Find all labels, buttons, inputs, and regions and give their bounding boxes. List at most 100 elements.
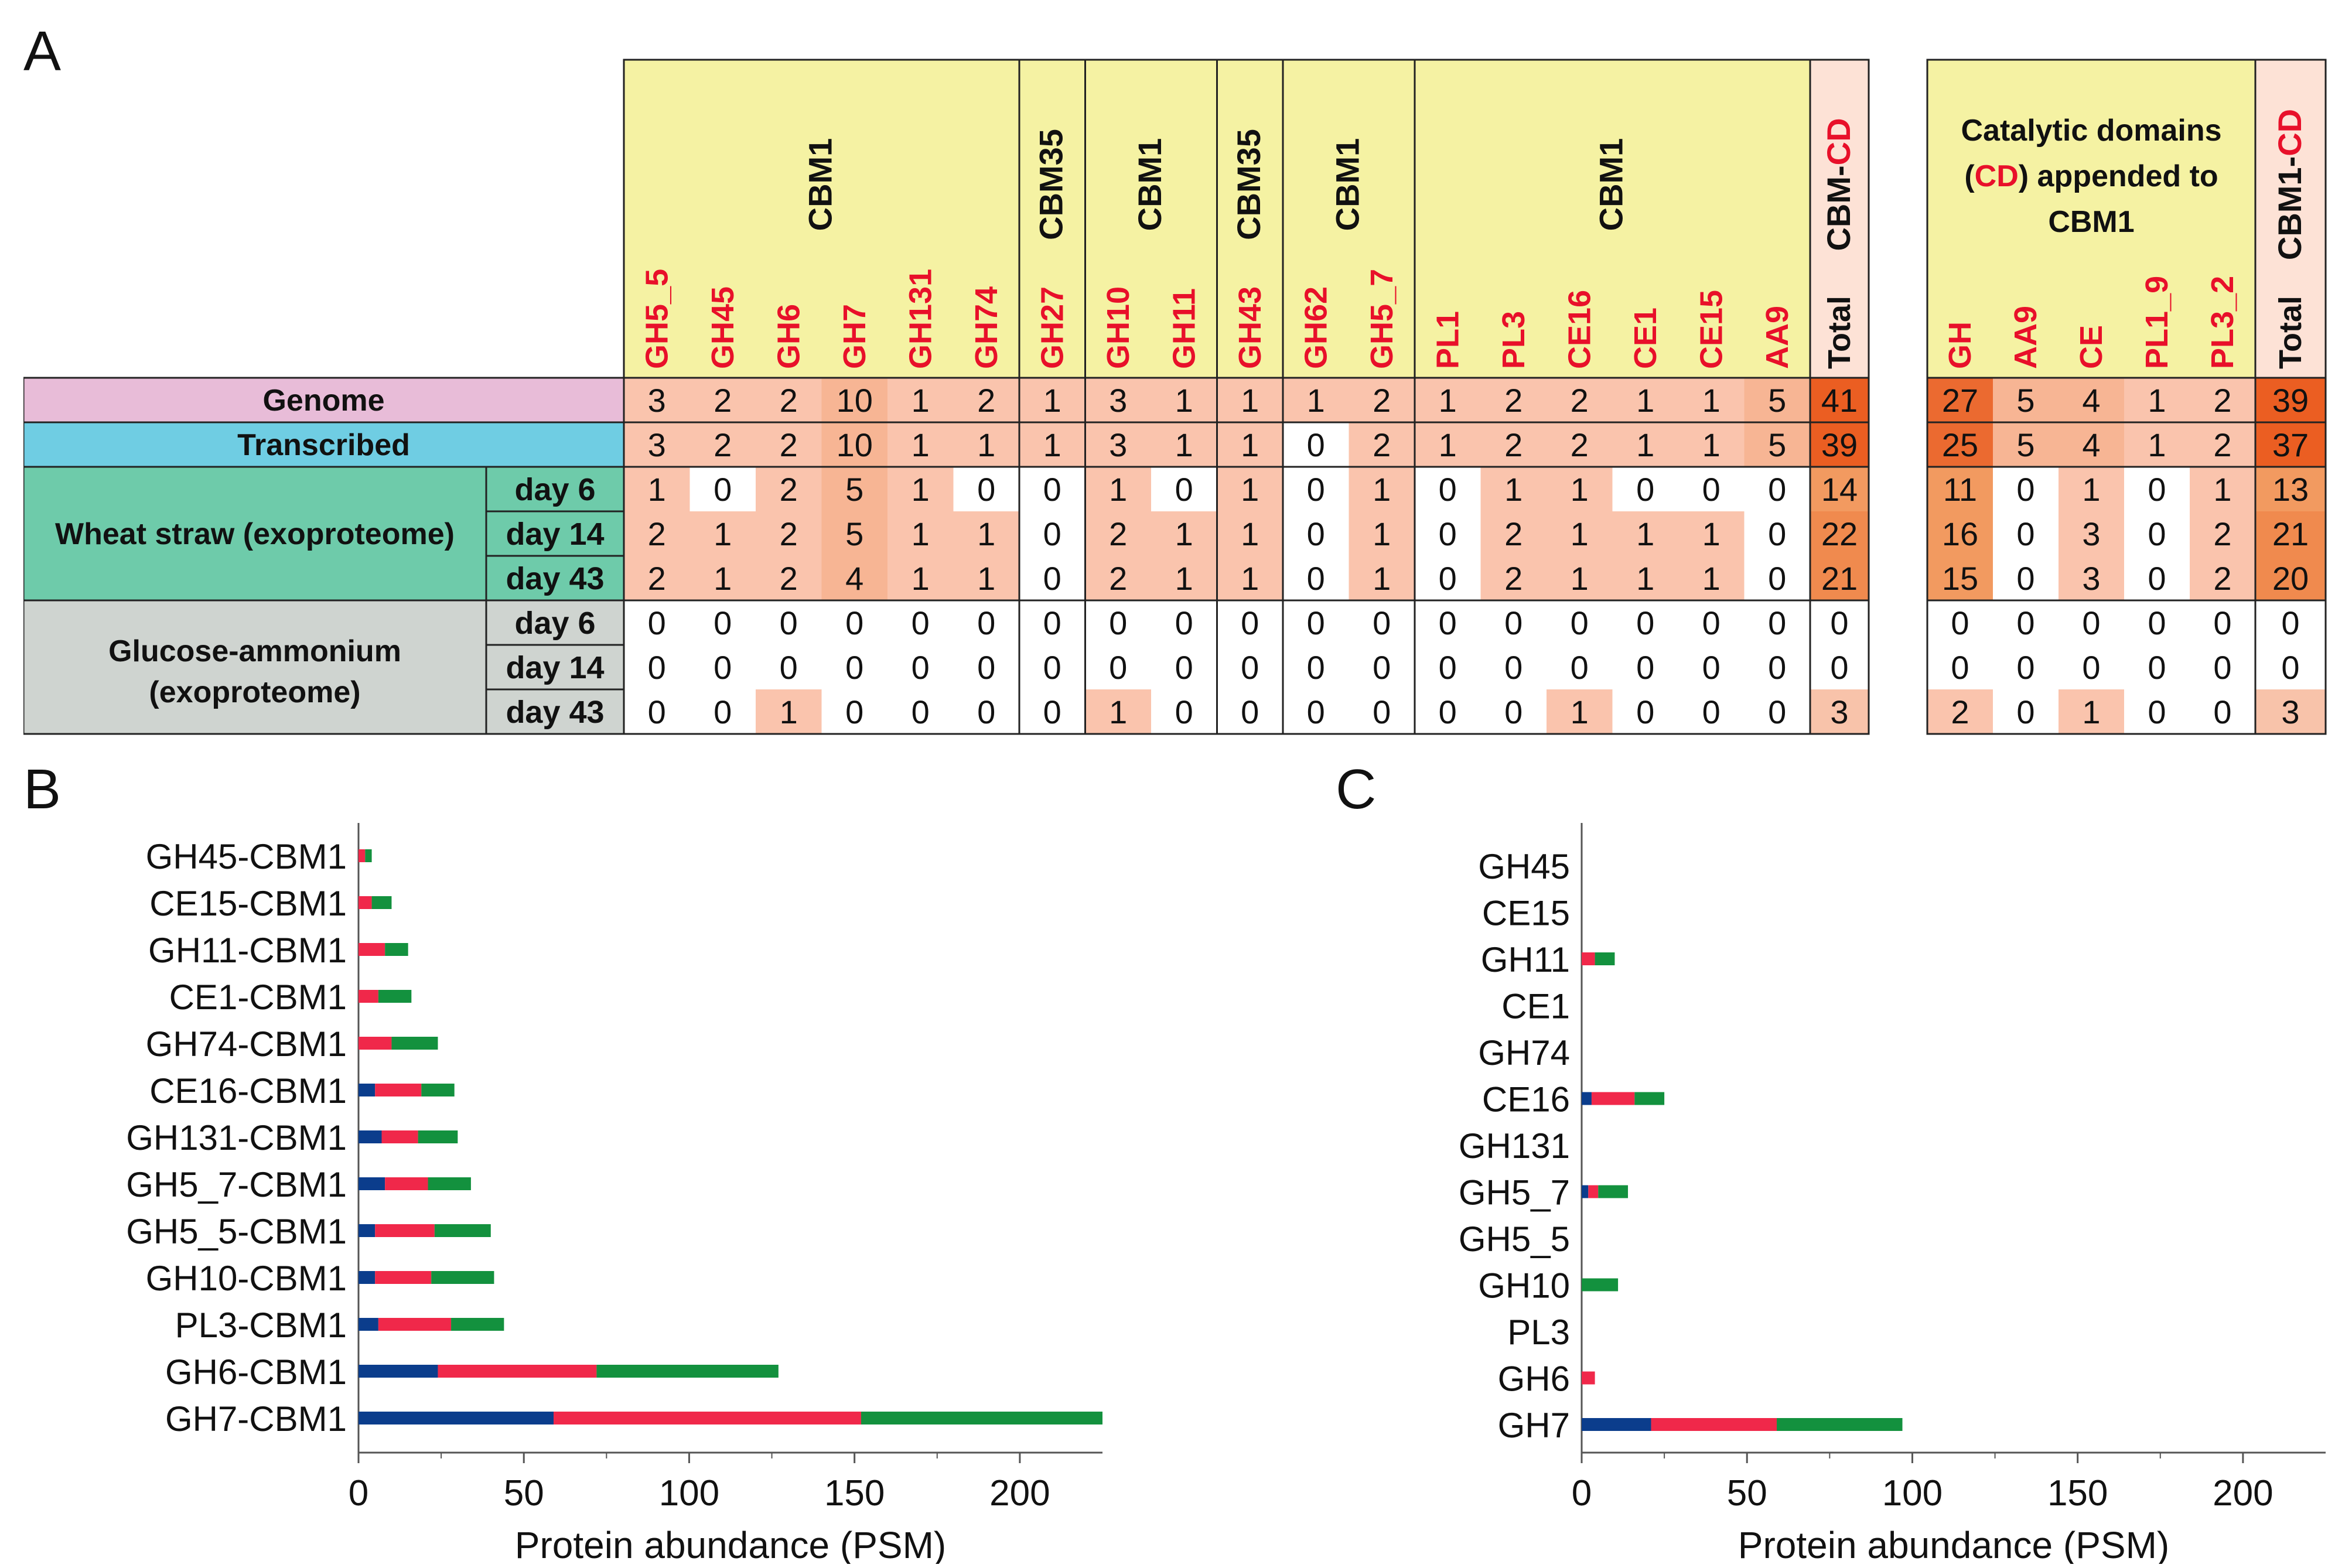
category-label-gh131: GH131 <box>1459 1126 1570 1166</box>
cell-bg <box>689 556 756 600</box>
group-label-cbm1-5: CBM1 <box>1593 138 1630 231</box>
bar-gh7-cbm1-day-14 <box>554 1412 861 1424</box>
category-label-pl3-cbm1: PL3-CBM1 <box>175 1306 347 1345</box>
col-header-gh74: GH74 <box>969 286 1004 369</box>
bar-ce16-cbm1-day-43 <box>421 1084 455 1096</box>
cell-bg <box>756 467 822 511</box>
row-sub-bg <box>485 466 625 513</box>
cell-bg <box>887 467 954 511</box>
right-cell-gh: 11 <box>1943 471 1977 508</box>
cell-bg <box>1349 378 1415 422</box>
right-total-cell: 3 <box>2281 694 2299 730</box>
cell-bg <box>1349 467 1415 511</box>
right-cell-ce: 3 <box>2082 560 2100 597</box>
cell-gh74: 0 <box>977 694 995 730</box>
row-group-bg-glucose-ammonium <box>23 600 486 734</box>
cell-gh131: 0 <box>912 604 930 641</box>
cell-ce1: 0 <box>1636 471 1654 508</box>
cell-gh43: 1 <box>1241 471 1259 508</box>
x-tick-label-150: 150 <box>824 1473 885 1514</box>
group-label-cbm1-0: CBM1 <box>802 138 839 231</box>
bar-gh5-7-cbm1-day-14 <box>385 1177 428 1190</box>
total-cell-bg <box>1810 467 1869 511</box>
cell-ce16: 2 <box>1571 426 1589 463</box>
x-axis-title: Protein abundance (PSM) <box>1738 1524 2169 1564</box>
bar-gh5-7-cbm1-day-6 <box>359 1177 385 1190</box>
right-total-cell-bg <box>2255 689 2326 734</box>
col-header-gh5-5: GH5_5 <box>639 269 674 369</box>
bar-ce16-cbm1-day-14 <box>375 1084 422 1096</box>
cell-gh10: 2 <box>1109 515 1127 552</box>
x-tick-label-50: 50 <box>1727 1473 1767 1514</box>
x-tick-label-100: 100 <box>659 1473 719 1514</box>
table-body: Genome 3 2 2 10 1 2 1 3 1 1 1 2 1 2 2 1 1 5 41 27 5 4 1 2 39Trans… <box>23 378 2326 735</box>
total-cell: 14 <box>1821 471 1858 508</box>
cell-bg <box>1547 689 1613 734</box>
total-cell-bg <box>1810 511 1869 556</box>
cell-bg <box>1151 556 1217 600</box>
row-group-bg-wheat-straw-exoproteome <box>23 467 486 600</box>
category-label-gh45: GH45 <box>1478 847 1570 886</box>
right-cell-bg <box>2059 467 2124 511</box>
right-cell-bg <box>2059 556 2124 600</box>
cell-bg <box>1217 556 1283 600</box>
cell-ce1: 1 <box>1636 426 1654 463</box>
bar-gh131-cbm1-day-43 <box>418 1130 458 1143</box>
cell-bg <box>624 556 690 600</box>
category-label-gh6-cbm1: GH6-CBM1 <box>165 1352 347 1392</box>
cell-gh43: 1 <box>1241 382 1259 419</box>
right-cell-aa9: 0 <box>2016 604 2034 641</box>
right-cell-aa9: 0 <box>2016 694 2034 730</box>
cell-ce16: 0 <box>1571 649 1589 686</box>
right-cell-bg <box>2124 422 2190 467</box>
cell-gh5-5: 0 <box>648 694 666 730</box>
group-label-cbm1-4: CBM1 <box>1329 138 1366 231</box>
bar-pl3-cbm1-day-14 <box>378 1318 452 1331</box>
bar-gh131-cbm1-day-6 <box>359 1130 382 1143</box>
bar-gh11-day-14 <box>1582 952 1595 965</box>
cell-bg <box>1349 556 1415 600</box>
right-cell-bg <box>1993 422 2059 467</box>
cell-ce1: 0 <box>1636 604 1654 641</box>
cell-ce15: 1 <box>1702 426 1721 463</box>
bar-gh45-cbm1-day-14 <box>359 849 366 862</box>
cell-gh74: 1 <box>977 560 995 597</box>
cell-gh5-5: 3 <box>648 426 666 463</box>
cell-ce16: 1 <box>1571 694 1589 730</box>
cell-pl1: 0 <box>1439 604 1457 641</box>
col-header-gh45: GH45 <box>705 286 740 369</box>
cell-gh5-7: 1 <box>1373 560 1391 597</box>
cell-gh43: 0 <box>1241 604 1259 641</box>
right-cell-ce: 0 <box>2082 604 2100 641</box>
right-cell-bg <box>1927 467 1993 511</box>
row-group-label-genome: Genome <box>262 384 384 418</box>
cell-pl1: 0 <box>1439 694 1457 730</box>
cell-gh11: 0 <box>1175 471 1193 508</box>
col-header-gh7: GH7 <box>837 304 872 369</box>
cell-bg <box>1217 422 1283 467</box>
cell-bg <box>1480 422 1547 467</box>
right-cell-bg <box>1927 511 1993 556</box>
total-cell: 41 <box>1821 382 1858 419</box>
row-group-bg-genome <box>23 378 624 422</box>
cell-gh5-7: 1 <box>1373 471 1391 508</box>
x-tick-label-0: 0 <box>349 1473 368 1514</box>
total-cell: 22 <box>1821 515 1858 552</box>
cell-ce15: 0 <box>1702 604 1721 641</box>
chart-c-container: 0 50 100 150 200 Protein abundance (PSM) GH45 C… <box>1324 773 2331 1567</box>
right-cell-gh: 15 <box>1942 560 1978 597</box>
cell-bg <box>1547 511 1613 556</box>
bar-gh7-day-6 <box>1582 1418 1651 1431</box>
cell-gh27: 1 <box>1043 426 1061 463</box>
cell-bg <box>821 378 887 422</box>
cell-gh5-7: 1 <box>1373 515 1391 552</box>
cell-bg <box>953 422 1019 467</box>
cell-bg <box>821 422 887 467</box>
category-label-gh10-cbm1: GH10-CBM1 <box>146 1259 347 1298</box>
right-header-line1: Catalytic domains <box>1961 114 2221 148</box>
bar-gh7-cbm1-day-43 <box>861 1412 1102 1424</box>
cell-gh7: 0 <box>845 604 863 641</box>
right-total-cell-bg <box>2255 422 2326 467</box>
category-label-gh7: GH7 <box>1498 1406 1570 1445</box>
right-cell-pl1-9: 0 <box>2148 560 2166 597</box>
